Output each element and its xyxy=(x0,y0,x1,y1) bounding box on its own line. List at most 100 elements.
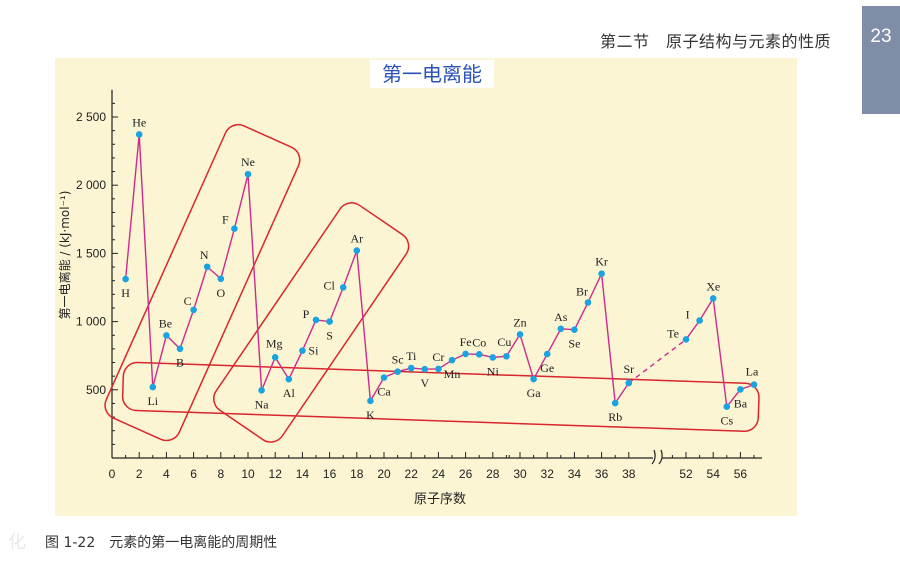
data-point-cr xyxy=(435,365,442,373)
data-point-br xyxy=(584,299,592,306)
y-tick-label: 2 000 xyxy=(76,178,106,192)
figure-caption: 图 1-22 元素的第一电离能的周期性 xyxy=(45,535,278,551)
series-segment xyxy=(712,298,728,407)
data-point-c xyxy=(190,306,197,314)
point-label: Cu xyxy=(497,335,511,349)
data-point-ar xyxy=(353,247,361,254)
y-tick-label: 2 500 xyxy=(76,110,106,124)
data-point-b xyxy=(176,345,184,353)
chart-title: 第一电离能 xyxy=(370,60,494,88)
data-point-xe xyxy=(709,295,717,302)
series-segment xyxy=(192,266,208,311)
data-point-se xyxy=(571,326,578,333)
point-label: Cs xyxy=(720,414,733,428)
series-segment xyxy=(699,298,714,321)
point-label: Se xyxy=(568,337,580,351)
series-segment xyxy=(179,309,195,349)
point-label: C xyxy=(184,294,192,308)
section-title: 第二节 原子结构与元素的性质 xyxy=(600,32,832,51)
data-point-v xyxy=(421,365,429,373)
series-segment xyxy=(356,250,372,401)
data-point-ca xyxy=(380,374,388,381)
point-label: Sr xyxy=(623,362,634,376)
point-label: H xyxy=(121,286,130,300)
highlight-box-period-2-group xyxy=(104,123,301,442)
x-tick-label: 32 xyxy=(541,467,555,481)
data-point-na xyxy=(258,387,265,394)
x-tick-label: 16 xyxy=(323,467,337,481)
point-label: Mg xyxy=(266,336,283,350)
data-point-mn xyxy=(448,356,456,364)
point-label: La xyxy=(746,365,759,379)
series-segment xyxy=(600,273,616,404)
data-point-as xyxy=(557,325,565,333)
point-label: Si xyxy=(308,344,319,358)
series-segment xyxy=(532,353,548,380)
point-label: He xyxy=(132,115,146,129)
point-label: B xyxy=(176,356,184,370)
data-point-cs xyxy=(723,403,731,411)
series-segment xyxy=(274,356,290,380)
data-point-ti xyxy=(407,364,415,372)
data-point-co xyxy=(475,351,483,358)
y-tick-label: 500 xyxy=(86,383,106,397)
point-label: Li xyxy=(147,394,158,408)
point-label: Ne xyxy=(241,155,255,169)
data-point-s xyxy=(326,318,333,325)
page-tab xyxy=(862,6,900,114)
data-point-k xyxy=(367,397,374,405)
dashed-series-segment xyxy=(628,338,687,384)
series-segment xyxy=(587,273,603,303)
data-point-ge xyxy=(543,350,551,358)
point-label: Ar xyxy=(350,232,363,246)
point-label: Mn xyxy=(444,367,461,381)
point-label: Br xyxy=(576,285,588,299)
series-segment xyxy=(573,302,589,330)
x-tick-label: 22 xyxy=(405,467,419,481)
point-label: Co xyxy=(472,335,486,349)
data-point-sr xyxy=(625,379,633,387)
data-point-ba xyxy=(737,386,744,393)
x-tick-label: 52 xyxy=(679,467,693,481)
series-segment xyxy=(260,357,276,391)
point-label: S xyxy=(326,329,333,343)
data-point-te xyxy=(682,336,690,343)
data-point-li xyxy=(149,383,157,391)
series-segment xyxy=(124,134,140,280)
x-tick-label: 56 xyxy=(734,467,748,481)
point-label: Sc xyxy=(392,353,404,367)
x-axis-label: 原子序数 xyxy=(414,492,466,507)
highlight-box-period-3-group xyxy=(213,202,410,443)
point-label: Na xyxy=(255,397,270,411)
data-point-mg xyxy=(271,354,279,361)
data-point-i xyxy=(696,317,703,324)
point-label: V xyxy=(420,376,429,390)
series-segment xyxy=(726,388,741,408)
series-segment xyxy=(138,134,154,388)
chart-panel xyxy=(55,58,797,516)
x-tick-label: 10 xyxy=(241,467,255,481)
data-point-rb xyxy=(611,399,619,407)
axis-break-mark xyxy=(651,449,663,465)
point-label: Al xyxy=(283,386,296,400)
data-point-kr xyxy=(598,270,605,278)
x-tick-label: 0 xyxy=(109,467,116,481)
data-point-si xyxy=(299,347,306,354)
point-label: Cl xyxy=(324,278,336,292)
data-point-be xyxy=(163,332,170,339)
x-tick-label: 20 xyxy=(377,467,391,481)
point-label: Cr xyxy=(432,350,444,364)
series-segment xyxy=(546,328,562,355)
data-point-ne xyxy=(244,170,252,178)
x-tick-label: 28 xyxy=(486,467,500,481)
data-point-cu xyxy=(503,352,510,360)
y-tick-label: 1 500 xyxy=(76,246,106,260)
data-point-la xyxy=(750,381,758,388)
point-label: Zn xyxy=(513,315,526,329)
point-label: Ni xyxy=(487,364,500,378)
x-tick-label: 34 xyxy=(568,467,582,481)
series-segment xyxy=(369,377,385,402)
series-segment xyxy=(247,174,263,391)
point-label: Rb xyxy=(608,410,622,424)
